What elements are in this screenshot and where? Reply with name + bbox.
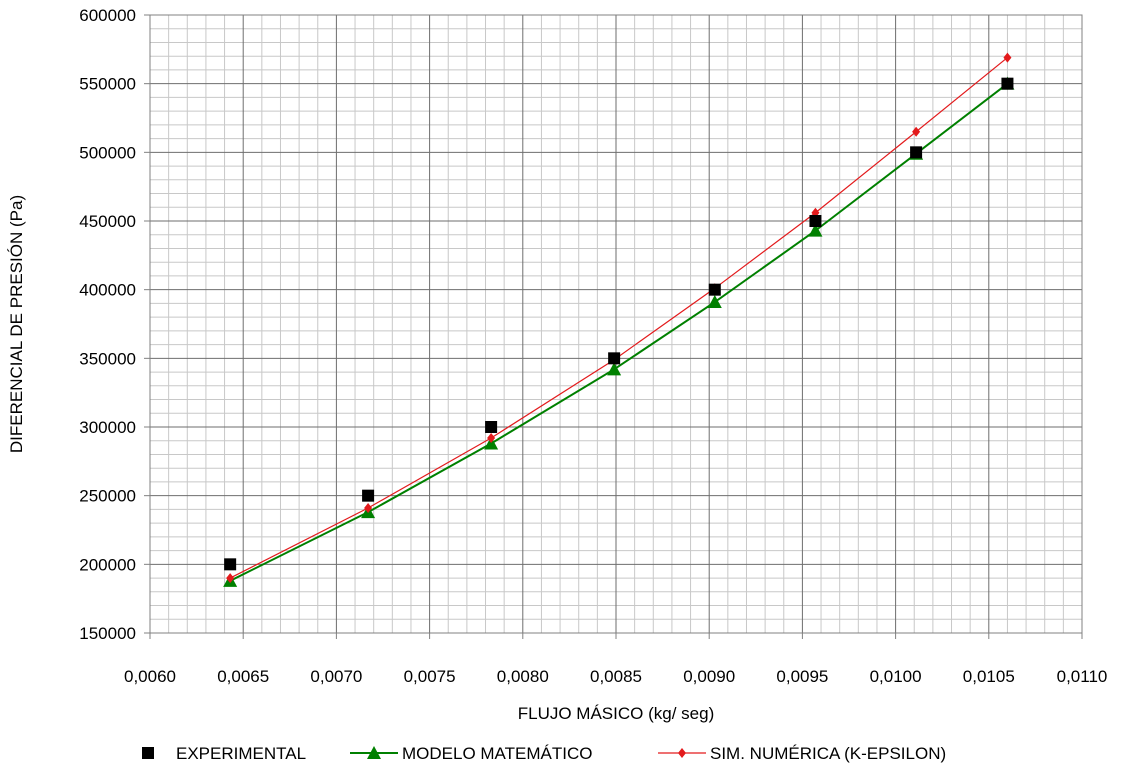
legend-item-0: EXPERIMENTAL: [142, 744, 306, 763]
series-line: [229, 82, 1009, 582]
legend-label: EXPERIMENTAL: [176, 744, 306, 763]
grid: [150, 15, 1082, 633]
x-axis-label: FLUJO MÁSICO (kg/ seg): [518, 704, 714, 723]
x-tick-label: 0,0110: [1057, 667, 1108, 686]
y-tick-label: 200000: [79, 555, 136, 574]
data-point: [362, 489, 375, 502]
x-tick-label: 0,0070: [310, 667, 362, 686]
x-tick-label: 0,0095: [776, 667, 828, 686]
legend: EXPERIMENTAL MODELO MATEMÁTICO SIM. NUMÉRI…: [142, 744, 946, 763]
legend-marker: [367, 746, 381, 759]
x-tick-labels: 0,0060 0,0065 0,0070 0,0075 0,0080 0,0085 0,00…: [124, 633, 1107, 686]
y-tick-label: 400000: [79, 281, 136, 300]
data-point: [224, 558, 237, 571]
data-point: [226, 573, 235, 584]
x-tick-label: 0,0100: [870, 667, 922, 686]
series: [223, 52, 1015, 587]
data-point: [808, 223, 823, 237]
x-tick-label: 0,0060: [124, 667, 176, 686]
y-tick-label: 350000: [79, 349, 136, 368]
y-tick-label: 550000: [79, 75, 136, 94]
y-tick-label: 600000: [79, 6, 136, 25]
legend-item-1: MODELO MATEMÁTICO: [350, 744, 592, 763]
data-point: [809, 215, 822, 227]
y-tick-label: 450000: [79, 212, 136, 231]
x-tick-label: 0,0080: [497, 667, 549, 686]
y-tick-label: 500000: [79, 143, 136, 162]
data-point: [485, 421, 498, 433]
x-tick-label: 0,0085: [590, 667, 642, 686]
data-point: [912, 126, 921, 137]
legend-label: SIM. NUMÉRICA (K-EPSILON): [710, 744, 946, 763]
series-0: [224, 77, 1014, 571]
data-point: [608, 352, 621, 365]
data-point: [487, 432, 496, 443]
legend-label: MODELO MATEMÁTICO: [402, 744, 592, 763]
legend-marker: [142, 747, 154, 759]
data-point: [708, 283, 721, 296]
y-tick-label: 300000: [79, 418, 136, 437]
data-point: [364, 503, 373, 514]
data-point: [607, 362, 622, 376]
y-tick-label: 150000: [79, 624, 136, 643]
data-point: [1003, 52, 1012, 63]
data-point: [910, 146, 923, 159]
legend-item-2: SIM. NUMÉRICA (K-EPSILON): [658, 744, 946, 763]
y-tick-labels: 150000 200000 250000 300000 350000 400000 4500…: [79, 6, 150, 643]
data-point: [1001, 77, 1014, 90]
y-axis-label: DIFERENCIAL DE PRESIÓN (Pa): [7, 195, 26, 453]
legend-marker: [678, 748, 686, 758]
x-tick-label: 0,0105: [963, 667, 1015, 686]
x-tick-label: 0,0065: [217, 667, 269, 686]
series-2: [226, 52, 1012, 584]
x-tick-label: 0,0075: [404, 667, 456, 686]
x-tick-label: 0,0090: [683, 667, 735, 686]
y-tick-label: 250000: [79, 487, 136, 506]
series-line: [229, 57, 1008, 579]
data-point: [707, 295, 722, 309]
